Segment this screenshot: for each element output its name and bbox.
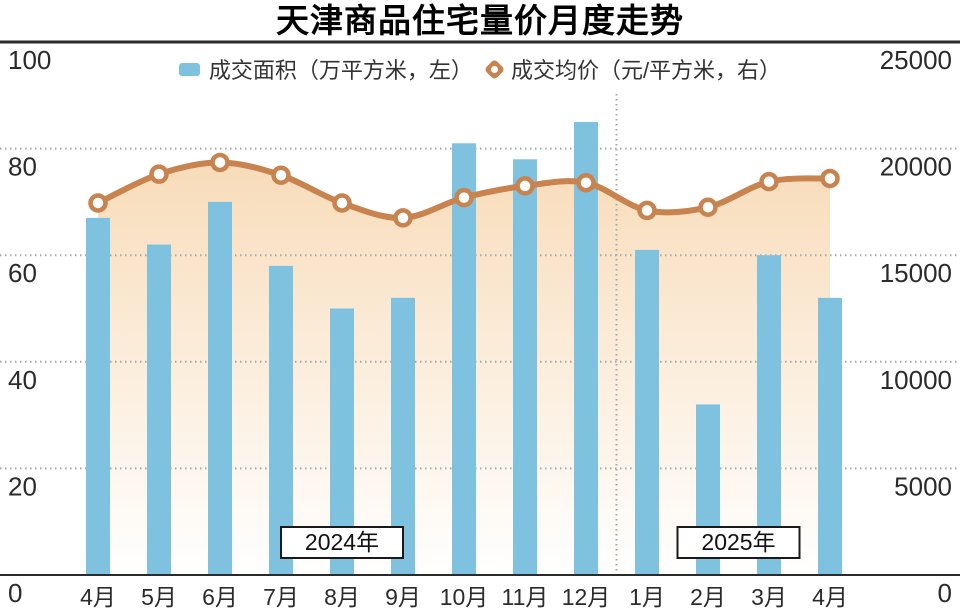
price-point-marker <box>698 197 718 217</box>
price-point-marker <box>393 208 413 228</box>
month-label: 10月 <box>440 584 489 610</box>
volume-bar <box>574 121 598 575</box>
left-axis-tick-label: 100 <box>8 45 51 75</box>
legend: 成交面积（万平方米，左） 成交均价（元/平方米，右） <box>0 53 960 85</box>
month-label: 12月 <box>562 584 611 610</box>
month-label: 8月 <box>324 584 360 610</box>
left-axis-tick-label: 80 <box>8 152 37 182</box>
legend-volume-label: 成交面积（万平方米，左） <box>208 58 473 83</box>
volume-bar <box>147 244 171 576</box>
volume-bar <box>208 201 232 575</box>
legend-item-price: 成交均价（元/平方米，右） <box>483 53 782 85</box>
bar-swatch-icon <box>178 62 200 76</box>
price-point-marker <box>271 165 291 185</box>
legend-price-label: 成交均价（元/平方米，右） <box>510 58 782 83</box>
price-point-marker <box>332 193 352 213</box>
year-box <box>676 526 801 559</box>
legend-item-volume: 成交面积（万平方米，左） <box>178 53 473 85</box>
month-label: 7月 <box>263 584 299 610</box>
month-label: 1月 <box>629 584 665 610</box>
month-label: 5月 <box>141 584 177 610</box>
year-box-label: 2024年 <box>305 529 379 555</box>
volume-bar <box>635 249 659 575</box>
right-axis-tick-label: 5000 <box>894 471 952 501</box>
month-label: 9月 <box>385 584 421 610</box>
left-axis-tick-label: 20 <box>8 471 37 501</box>
chart-title: 天津商品住宅量价月度走势 <box>276 2 684 39</box>
left-axis-tick-label: 40 <box>8 365 37 395</box>
right-axis-tick-label: 20000 <box>880 152 952 182</box>
left-axis-tick-label: 0 <box>8 578 22 608</box>
volume-bar <box>818 297 842 575</box>
price-point-marker <box>88 193 108 213</box>
price-point-marker <box>210 152 230 173</box>
volume-bar <box>269 265 293 575</box>
price-point-marker <box>454 187 474 208</box>
right-axis-tick-label: 0 <box>938 578 952 608</box>
price-point-marker <box>637 200 657 221</box>
price-point-marker <box>149 164 169 184</box>
price-point-marker <box>820 168 840 189</box>
month-label: 11月 <box>502 584 549 610</box>
right-axis-tick-label: 15000 <box>880 258 952 288</box>
month-label: 4月 <box>812 584 848 610</box>
month-label: 3月 <box>751 584 787 610</box>
left-axis-tick-label: 60 <box>8 258 37 288</box>
volume-bar <box>513 159 537 575</box>
right-axis-tick-label: 25000 <box>880 45 952 75</box>
price-point-marker <box>515 176 535 196</box>
year-box-label: 2025年 <box>701 529 775 555</box>
volume-bar <box>86 217 110 575</box>
month-label: 2月 <box>690 584 726 610</box>
price-point-marker <box>759 171 779 192</box>
price-point-marker <box>576 172 596 193</box>
month-label: 6月 <box>202 584 238 610</box>
month-label: 4月 <box>80 584 116 610</box>
volume-bar <box>452 143 476 575</box>
right-axis-tick-label: 10000 <box>880 365 952 395</box>
year-box <box>280 526 404 559</box>
volume-bar <box>757 255 781 575</box>
